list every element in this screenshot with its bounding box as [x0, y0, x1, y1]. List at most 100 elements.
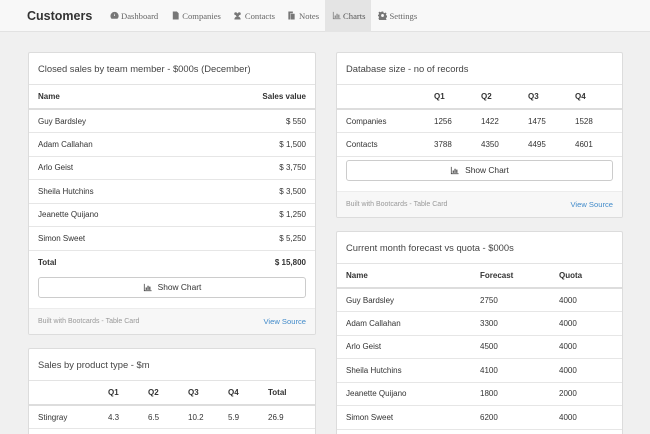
total-row: Total $ 15,800	[29, 250, 315, 274]
table-header-row: Name Forecast Quota	[337, 264, 622, 289]
app-brand[interactable]: Customers	[27, 8, 93, 23]
view-source-link[interactable]: View Source	[263, 317, 307, 326]
nav-dashboard[interactable]: Dashboard	[103, 0, 164, 32]
forecast-title: Current month forecast vs quota - $000s	[337, 232, 622, 264]
sales-value: $ 1,250	[189, 203, 315, 227]
table-row: Simon Sweet 6200 4000	[337, 405, 622, 430]
total-value: 26.9	[259, 405, 315, 429]
member-name: Sheila Hutchins	[29, 179, 190, 204]
forecast-value: 6200	[471, 405, 550, 430]
column-header-q4: Q4	[566, 85, 622, 110]
column-header-record-type	[337, 85, 425, 110]
database-size-card: Database size - no of records Q1 Q2 Q3 Q…	[336, 52, 623, 218]
q4-value: 1528	[566, 109, 622, 133]
quota-value: 4000	[550, 335, 622, 359]
record-type: Companies	[337, 109, 425, 133]
member-name: Simon Sweet	[337, 405, 471, 430]
nav-charts[interactable]: Charts	[325, 0, 372, 32]
forecast-table: Name Forecast Quota Guy Bardsley 2750 4000…	[337, 264, 622, 430]
column-header-quota: Quota	[550, 264, 622, 289]
forecast-value: 2750	[471, 288, 550, 312]
quota-value: 4000	[550, 288, 622, 312]
table-row: Companies 1256 1422 1475 1528	[337, 109, 622, 133]
table-row: Guy Bardsley $ 550	[29, 109, 315, 133]
forecast-value: 4100	[471, 358, 550, 383]
table-row: Contacts 3788 4350 4495 4601	[337, 132, 622, 157]
table-row: Jeanette Quijano $ 1,250	[29, 203, 315, 227]
member-name: Jeanette Quijano	[337, 382, 471, 406]
q2-value: 4350	[472, 132, 519, 157]
product-sales-title: Sales by product type - $m	[29, 349, 315, 381]
table-row: Adam Callahan 3300 4000	[337, 311, 622, 336]
table-header-row: Q1 Q2 Q3 Q4	[337, 85, 622, 110]
quota-value: 4000	[550, 405, 622, 430]
quota-value: 4000	[550, 358, 622, 383]
member-name: Sheila Hutchins	[337, 358, 471, 383]
member-name: Adam Callahan	[29, 132, 190, 157]
table-row: Guy Bardsley 2750 4000	[337, 288, 622, 312]
member-name: Simon Sweet	[29, 226, 190, 251]
show-chart-button[interactable]: Show Chart	[38, 276, 306, 298]
document-icon	[170, 11, 180, 21]
dashboard-icon	[109, 11, 119, 21]
column-header-q2: Q2	[472, 85, 519, 110]
table-row: Stingray 4.3 6.5 10.2 5.9 26.9	[29, 405, 315, 429]
nav-notes-label: Notes	[298, 10, 320, 21]
nav-companies[interactable]: Companies	[164, 0, 227, 32]
q4-value: 5.9	[219, 405, 259, 429]
member-name: Arlo Geist	[29, 156, 190, 180]
nav-contacts[interactable]: Contacts	[227, 0, 281, 32]
show-chart-button[interactable]: Show Chart	[346, 159, 613, 181]
q1-value: 4.3	[99, 405, 139, 429]
q1-value: 3788	[425, 132, 472, 157]
column-header-q3: Q3	[519, 85, 566, 110]
table-row: Sheila Hutchins $ 3,500	[29, 179, 315, 204]
bar-chart-icon	[331, 11, 341, 21]
nav-notes[interactable]: Notes	[281, 0, 325, 32]
footer-note: Built with Bootcards - Table Card	[38, 318, 140, 325]
q3-value: 4495	[519, 132, 566, 157]
q3-value: 10.2	[179, 405, 219, 429]
nav-contacts-label: Contacts	[244, 10, 275, 21]
column-header-q3: Q3	[179, 381, 219, 406]
member-name: Arlo Geist	[337, 335, 471, 359]
footer-note: Built with Bootcards - Table Card	[346, 201, 448, 208]
total-value: $ 15,800	[274, 257, 306, 267]
table-header-row: Q1 Q2 Q3 Q4 Total	[29, 381, 315, 406]
column-header-sales-value: Sales value	[189, 85, 315, 110]
member-name: Guy Bardsley	[29, 109, 190, 133]
nav-dashboard-label: Dashboard	[121, 10, 159, 21]
forecast-value: 3300	[471, 311, 550, 336]
total-label: Total	[38, 257, 57, 267]
nav-companies-label: Companies	[182, 10, 221, 21]
database-size-table: Q1 Q2 Q3 Q4 Companies 1256 1422 1475 152…	[337, 85, 622, 157]
column-header-product	[29, 381, 99, 406]
gear-icon	[377, 11, 387, 21]
column-header-total: Total	[259, 381, 315, 406]
product-sales-card: Sales by product type - $m Q1 Q2 Q3 Q4 T…	[28, 348, 316, 434]
nav-settings[interactable]: Settings	[371, 0, 423, 32]
table-header-row: Name Sales value	[29, 85, 315, 110]
table-row: Simon Sweet $ 5,250	[29, 226, 315, 251]
forecast-value: 4500	[471, 335, 550, 359]
sales-value: $ 3,750	[189, 156, 315, 180]
column-header-forecast: Forecast	[471, 264, 550, 289]
forecast-value: 1800	[471, 382, 550, 406]
table-row: Adam Callahan $ 1,500	[29, 132, 315, 157]
main-nav: Dashboard Companies Contacts Notes Chart…	[103, 0, 423, 32]
closed-sales-table: Name Sales value Guy Bardsley $ 550 Adam …	[29, 85, 315, 274]
sales-value: $ 1,500	[189, 132, 315, 157]
quota-value: 2000	[550, 382, 622, 406]
show-chart-label: Show Chart	[157, 282, 202, 292]
column-header-q1: Q1	[99, 381, 139, 406]
q4-value: 4601	[566, 132, 622, 157]
q3-value: 1475	[519, 109, 566, 133]
member-name: Jeanette Quijano	[29, 203, 190, 227]
nav-settings-label: Settings	[389, 10, 418, 21]
card-footer: Built with Bootcards - Table Card View S…	[29, 308, 315, 334]
quota-value: 4000	[550, 311, 622, 336]
product-sales-table: Q1 Q2 Q3 Q4 Total Stingray 4.3 6.5 10.2 …	[29, 381, 315, 429]
closed-sales-title: Closed sales by team member - $000s (Dec…	[29, 53, 315, 85]
view-source-link[interactable]: View Source	[570, 200, 614, 209]
sales-value: $ 5,250	[189, 226, 315, 251]
